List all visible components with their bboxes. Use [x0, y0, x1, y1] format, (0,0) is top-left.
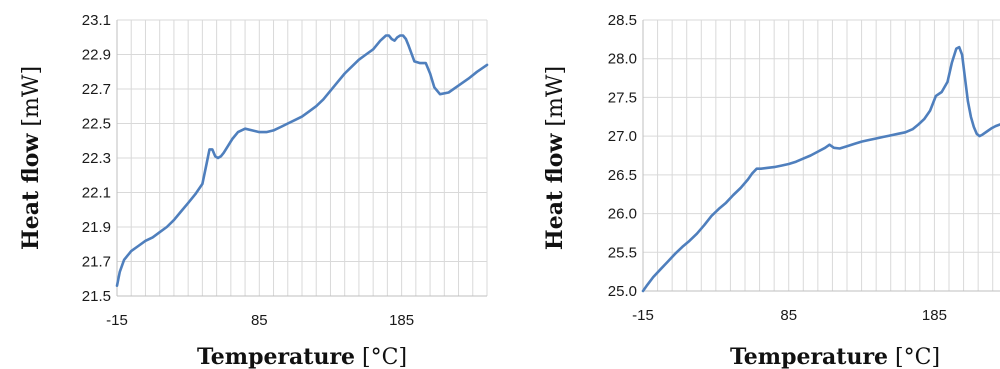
x-tick-label: 185 [389, 312, 414, 329]
y-tick-label: 22.1 [82, 185, 111, 202]
series-line [641, 45, 1000, 293]
y-axis-title: Heat flow [mW] [542, 66, 568, 250]
y-tick-label: 27.0 [608, 128, 637, 145]
y-tick-label: 28.5 [608, 12, 637, 29]
chart-right: 25.0 25.5 26.0 26.5 27.0 27.5 28.0 28.5 -15 85 18… [542, 12, 1000, 369]
x-tick-label: 85 [251, 312, 268, 329]
y-tick-label: 26.5 [608, 167, 637, 184]
chart-left: 21.5 21.7 21.9 22.1 22.3 22.5 22.7 22.9 23.1 -15… [18, 12, 489, 369]
y-tick-label: 21.9 [82, 219, 111, 236]
series-line [115, 34, 489, 288]
y-tick-label: 23.1 [82, 12, 111, 29]
y-axis-title-name: Heat flow [542, 133, 568, 251]
x-axis-title-name: Temperature [197, 344, 355, 369]
x-tick-label: -15 [106, 312, 128, 329]
x-axis-title-unit: [°C] [895, 345, 940, 369]
y-tick-label: 22.3 [82, 150, 111, 167]
x-axis-title-name: Temperature [730, 344, 888, 369]
y-tick-label: 25.5 [608, 244, 637, 261]
y-tick-label: 27.5 [608, 89, 637, 106]
y-axis-title-name: Heat flow [18, 133, 44, 251]
y-tick-label: 22.7 [82, 81, 111, 98]
y-tick-label: 21.7 [82, 254, 111, 271]
y-tick-label: 28.0 [608, 51, 637, 68]
y-tick-label: 22.5 [82, 116, 111, 133]
y-axis-title: Heat flow [mW] [18, 66, 44, 250]
y-axis-title-unit: [mW] [543, 66, 568, 127]
y-tick-label: 26.0 [608, 206, 637, 223]
x-axis-title-unit: [°C] [362, 345, 407, 369]
x-tick-label: 85 [780, 307, 797, 324]
x-axis-title: Temperature [°C] [197, 344, 407, 369]
x-axis-title: Temperature [°C] [730, 344, 940, 369]
y-tick-label: 21.5 [82, 288, 111, 305]
y-axis-title-unit: [mW] [19, 66, 44, 127]
y-tick-label: 25.0 [608, 283, 637, 300]
x-tick-label: 185 [922, 307, 947, 324]
x-tick-label: -15 [632, 307, 654, 324]
y-tick-label: 22.9 [82, 47, 111, 64]
